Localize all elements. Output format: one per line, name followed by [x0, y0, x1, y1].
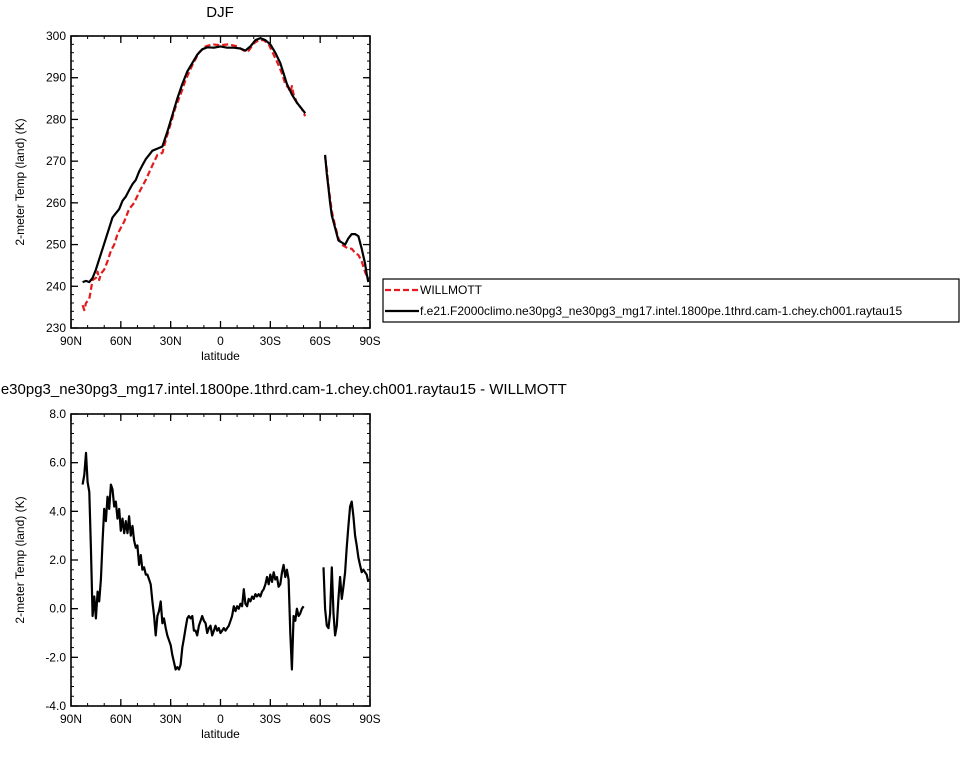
y-tick-label: 300: [46, 29, 66, 43]
series-line-0: [81, 451, 305, 671]
y-tick-label: 0.0: [49, 602, 66, 616]
panel-bottom: f.e21.F2000climo.ne30pg3_ne30pg3_mg17.in…: [0, 381, 567, 741]
legend: WILLMOTT f.e21.F2000climo.ne30pg3_ne30pg3…: [382, 278, 960, 323]
y-tick-label: 250: [46, 238, 66, 252]
x-tick-label: 30S: [260, 712, 281, 726]
y-tick-label: 290: [46, 71, 66, 85]
y-tick-label: 4.0: [49, 504, 66, 518]
y-tick-label: 6.0: [49, 456, 66, 470]
plot-frame: [70, 413, 371, 707]
y-axis-label: 2-meter Temp (land) (K): [13, 118, 27, 245]
y-tick-label: -4.0: [45, 699, 66, 713]
y-axis-label: 2-meter Temp (land) (K): [13, 496, 27, 623]
legend-label-0: WILLMOTT: [420, 283, 483, 297]
x-tick-label: 60N: [110, 334, 132, 348]
y-tick-label: -2.0: [45, 650, 66, 664]
x-tick-label: 60S: [309, 334, 330, 348]
y-tick-label: 8.0: [49, 407, 66, 421]
panel-top: DJF 90N 60N 30N 0 30S 60S 90S 230 240 250 260 270 280…: [13, 4, 381, 363]
x-tick-label: 30N: [160, 334, 182, 348]
x-tick-label: 60S: [309, 712, 330, 726]
y-tick-label: 230: [46, 321, 66, 335]
legend-label-1: f.e21.F2000climo.ne30pg3_ne30pg3_mg17.in…: [420, 304, 902, 318]
legend-box: [382, 278, 960, 323]
x-axis-label: latitude: [201, 727, 240, 741]
series-line-1: [324, 154, 370, 283]
y-tick-label: 260: [46, 196, 66, 210]
x-tick-label: 30S: [260, 334, 281, 348]
x-axis-label: latitude: [201, 349, 240, 363]
y-tick-label: 280: [46, 112, 66, 126]
x-tick-label: 90S: [359, 712, 380, 726]
series-line-0: [324, 156, 370, 281]
y-tick-label: 270: [46, 154, 66, 168]
x-tick-label: 0: [217, 712, 224, 726]
series-line-0: [322, 500, 370, 637]
chart-title: f.e21.F2000climo.ne30pg3_ne30pg3_mg17.in…: [0, 381, 567, 398]
series-line-0: [81, 39, 307, 312]
x-tick-label: 30N: [160, 712, 182, 726]
chart-title: DJF: [206, 4, 234, 21]
series-line-1: [82, 37, 307, 284]
plot-frame: [70, 35, 371, 329]
x-tick-label: 60N: [110, 712, 132, 726]
x-tick-label: 90N: [60, 712, 82, 726]
x-tick-label: 90N: [60, 334, 82, 348]
y-tick-label: 240: [46, 279, 66, 293]
x-tick-label: 0: [217, 334, 224, 348]
y-tick-label: 2.0: [49, 553, 66, 567]
x-tick-label: 90S: [359, 334, 380, 348]
